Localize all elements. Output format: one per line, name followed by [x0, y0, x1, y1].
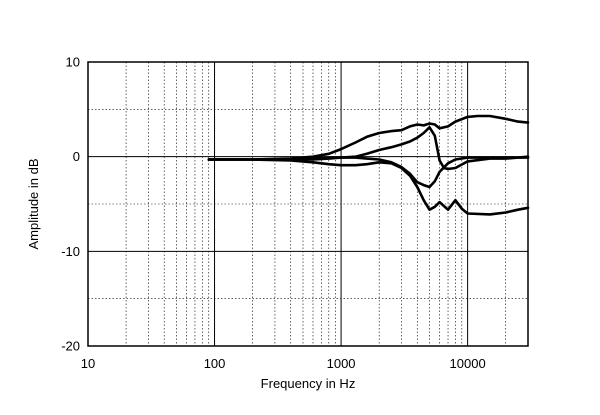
x-axis-label: Frequency in Hz [261, 376, 356, 391]
x-tick-label: 1000 [327, 356, 356, 371]
x-tick-label: 100 [204, 356, 226, 371]
y-tick-labels: 10 0 -10 -20 [61, 55, 80, 354]
x-tick-label: 10 [81, 356, 95, 371]
y-axis-label: Amplitude in dB [26, 158, 41, 249]
x-tick-labels: 10 100 1000 10000 [81, 356, 486, 371]
plot-frame [87, 61, 529, 347]
series-group [207, 114, 530, 216]
grid [88, 62, 528, 346]
series-line-4 [207, 155, 530, 189]
y-tick-label: 0 [73, 149, 80, 164]
y-tick-label: 10 [66, 55, 80, 70]
x-tick-label: 10000 [450, 356, 486, 371]
y-tick-label: -20 [61, 339, 80, 354]
series-line-1 [207, 114, 530, 161]
y-tick-label: -10 [61, 244, 80, 259]
series-line-3 [207, 158, 530, 216]
